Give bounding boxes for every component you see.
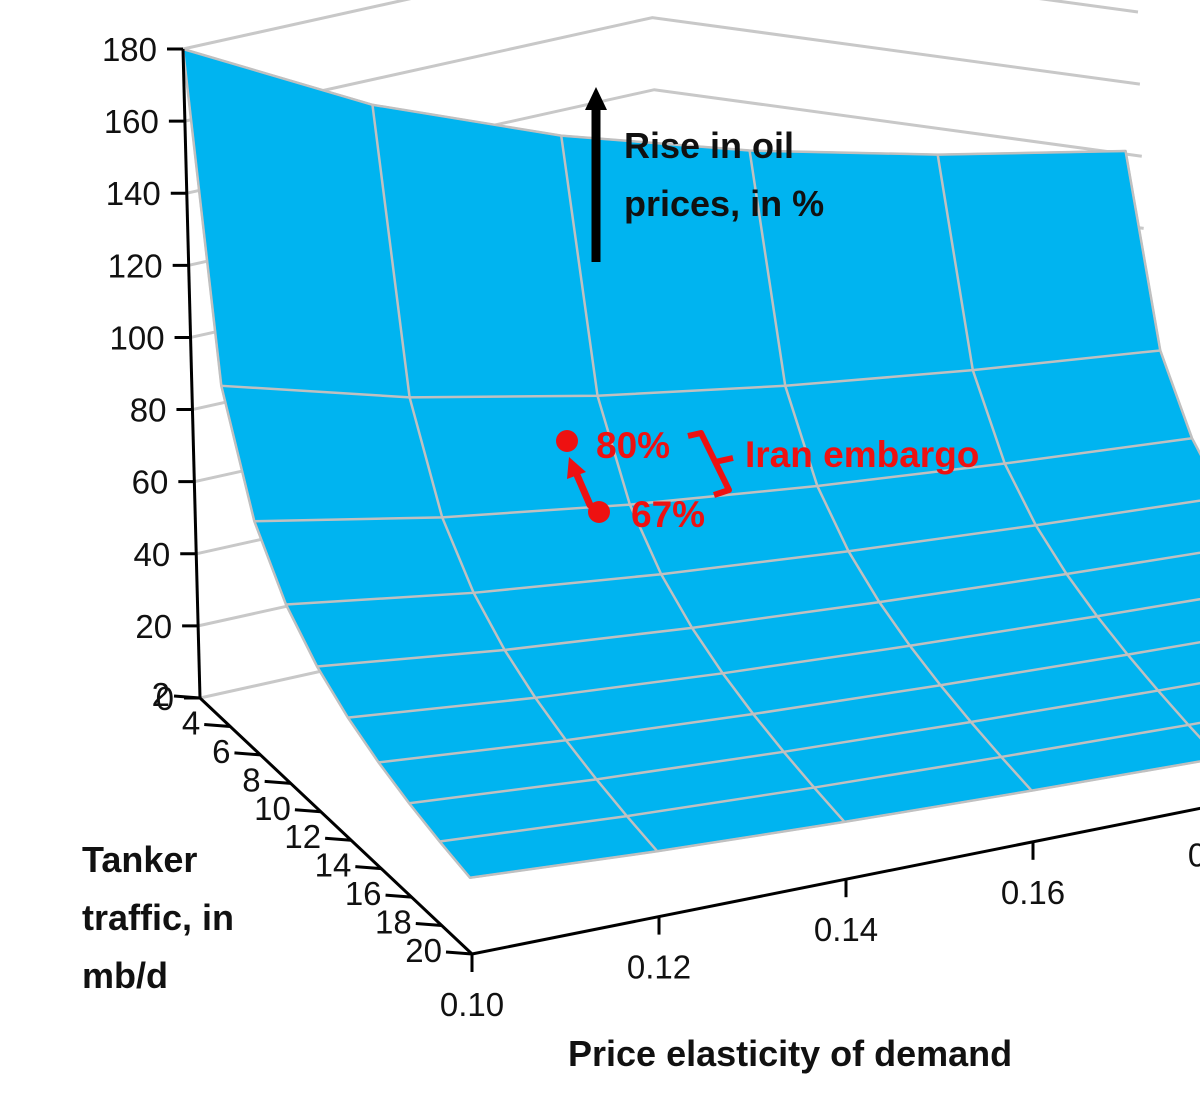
z-tick-label: 20 xyxy=(135,608,172,645)
y-tick-label: 6 xyxy=(212,733,230,770)
z-tick-label: 180 xyxy=(102,31,157,68)
wall-gridline xyxy=(182,0,1139,51)
z-axis-line xyxy=(181,48,202,699)
surface-gridline-elasticity xyxy=(1124,150,1200,457)
surface-gridline-elasticity xyxy=(748,150,1033,792)
label-67-percent: 67% xyxy=(631,494,705,535)
point-80-marker xyxy=(556,430,578,452)
x-tick-label: 0.12 xyxy=(627,949,691,986)
y-tick-mark xyxy=(204,722,231,728)
x-axis-label: Price elasticity of demand xyxy=(568,1033,1012,1074)
y-tick-mark xyxy=(445,950,473,956)
wall-gridline xyxy=(184,16,1141,123)
y-tick-mark xyxy=(264,779,291,785)
surface-gridline-traffic xyxy=(316,551,1200,668)
y-tick-label: 16 xyxy=(345,875,382,912)
surface-gridline-elasticity xyxy=(181,48,471,879)
surface-gridline-elasticity xyxy=(371,104,659,853)
y-tick-mark xyxy=(385,893,412,899)
z-tick-label: 140 xyxy=(106,175,161,212)
y-tick-mark xyxy=(173,694,201,700)
z-tick-label: 160 xyxy=(104,103,159,140)
surface-gridline-traffic xyxy=(221,349,1161,399)
z-tick-label: 60 xyxy=(132,464,169,501)
y-tick-mark xyxy=(234,751,261,757)
y-tick-mark xyxy=(355,865,382,871)
point-67-marker xyxy=(588,501,610,523)
y-tick-mark xyxy=(294,808,322,814)
z-tick-label: 80 xyxy=(130,392,167,429)
y-tick-mark xyxy=(415,922,442,928)
z-arrow-head xyxy=(585,87,607,110)
surface-gridline-elasticity xyxy=(936,154,1200,740)
z-label-line-1: Rise in oil xyxy=(624,125,794,166)
x-tick-label: 0.14 xyxy=(814,911,878,948)
z-tick-label: 100 xyxy=(109,319,164,356)
y-tick-label: 2 xyxy=(152,676,170,713)
y-axis-line xyxy=(198,696,474,956)
z-tick-label: 0 xyxy=(156,680,174,717)
surface-fill xyxy=(181,47,1200,879)
z-label-line-2: prices, in % xyxy=(624,183,824,224)
z-tick-label: 120 xyxy=(108,247,163,284)
x-tick-label: 0.10 xyxy=(440,986,504,1023)
iran-embargo-annotation: 80% 67% Iran embargo xyxy=(556,425,979,535)
surface-gridline-traffic xyxy=(439,721,1200,843)
y-tick-label: 10 xyxy=(254,790,291,827)
surface-gridline-traffic xyxy=(347,597,1200,719)
surface-gridline-traffic xyxy=(182,47,1126,156)
surface-gridline-traffic xyxy=(378,641,1200,764)
surface-gridline-traffic xyxy=(254,437,1193,523)
y-tick-label: 14 xyxy=(315,847,352,884)
y-tick-label: 8 xyxy=(242,761,260,798)
y-tick-label: 20 xyxy=(405,932,442,969)
bracket-label: Iran embargo xyxy=(745,434,979,475)
y-tick-mark xyxy=(324,836,352,842)
embargo-arrow-head xyxy=(567,457,586,479)
x-axis-line xyxy=(471,806,1200,956)
y-label-line-3: mb/d xyxy=(82,955,168,996)
y-label-line-1: Tanker xyxy=(82,839,197,880)
z-axis-label: Rise in oil prices, in % xyxy=(585,87,824,262)
y-label-line-2: traffic, in xyxy=(82,897,234,938)
x-tick-label: 0.16 xyxy=(1001,874,1065,911)
y-tick-label: 4 xyxy=(182,704,200,741)
surface-gridline-elasticity xyxy=(559,135,846,823)
surface-gridline-traffic xyxy=(469,760,1200,879)
x-tick-label: 0.18 xyxy=(1188,836,1200,873)
y-axis-label: Tanker traffic, in mb/d xyxy=(82,839,234,996)
surface-gridline-traffic xyxy=(285,499,1200,606)
label-80-percent: 80% xyxy=(596,425,670,466)
surface-gridline-traffic xyxy=(408,682,1200,805)
z-tick-label: 40 xyxy=(134,536,171,573)
y-tick-label: 18 xyxy=(375,904,412,941)
embargo-arrow-shaft xyxy=(573,471,594,509)
surface xyxy=(181,47,1200,879)
y-tick-label: 12 xyxy=(284,818,321,855)
axes: 0204060801001201401601802468101214161820… xyxy=(102,31,1200,1023)
bracket-tick xyxy=(714,455,734,465)
